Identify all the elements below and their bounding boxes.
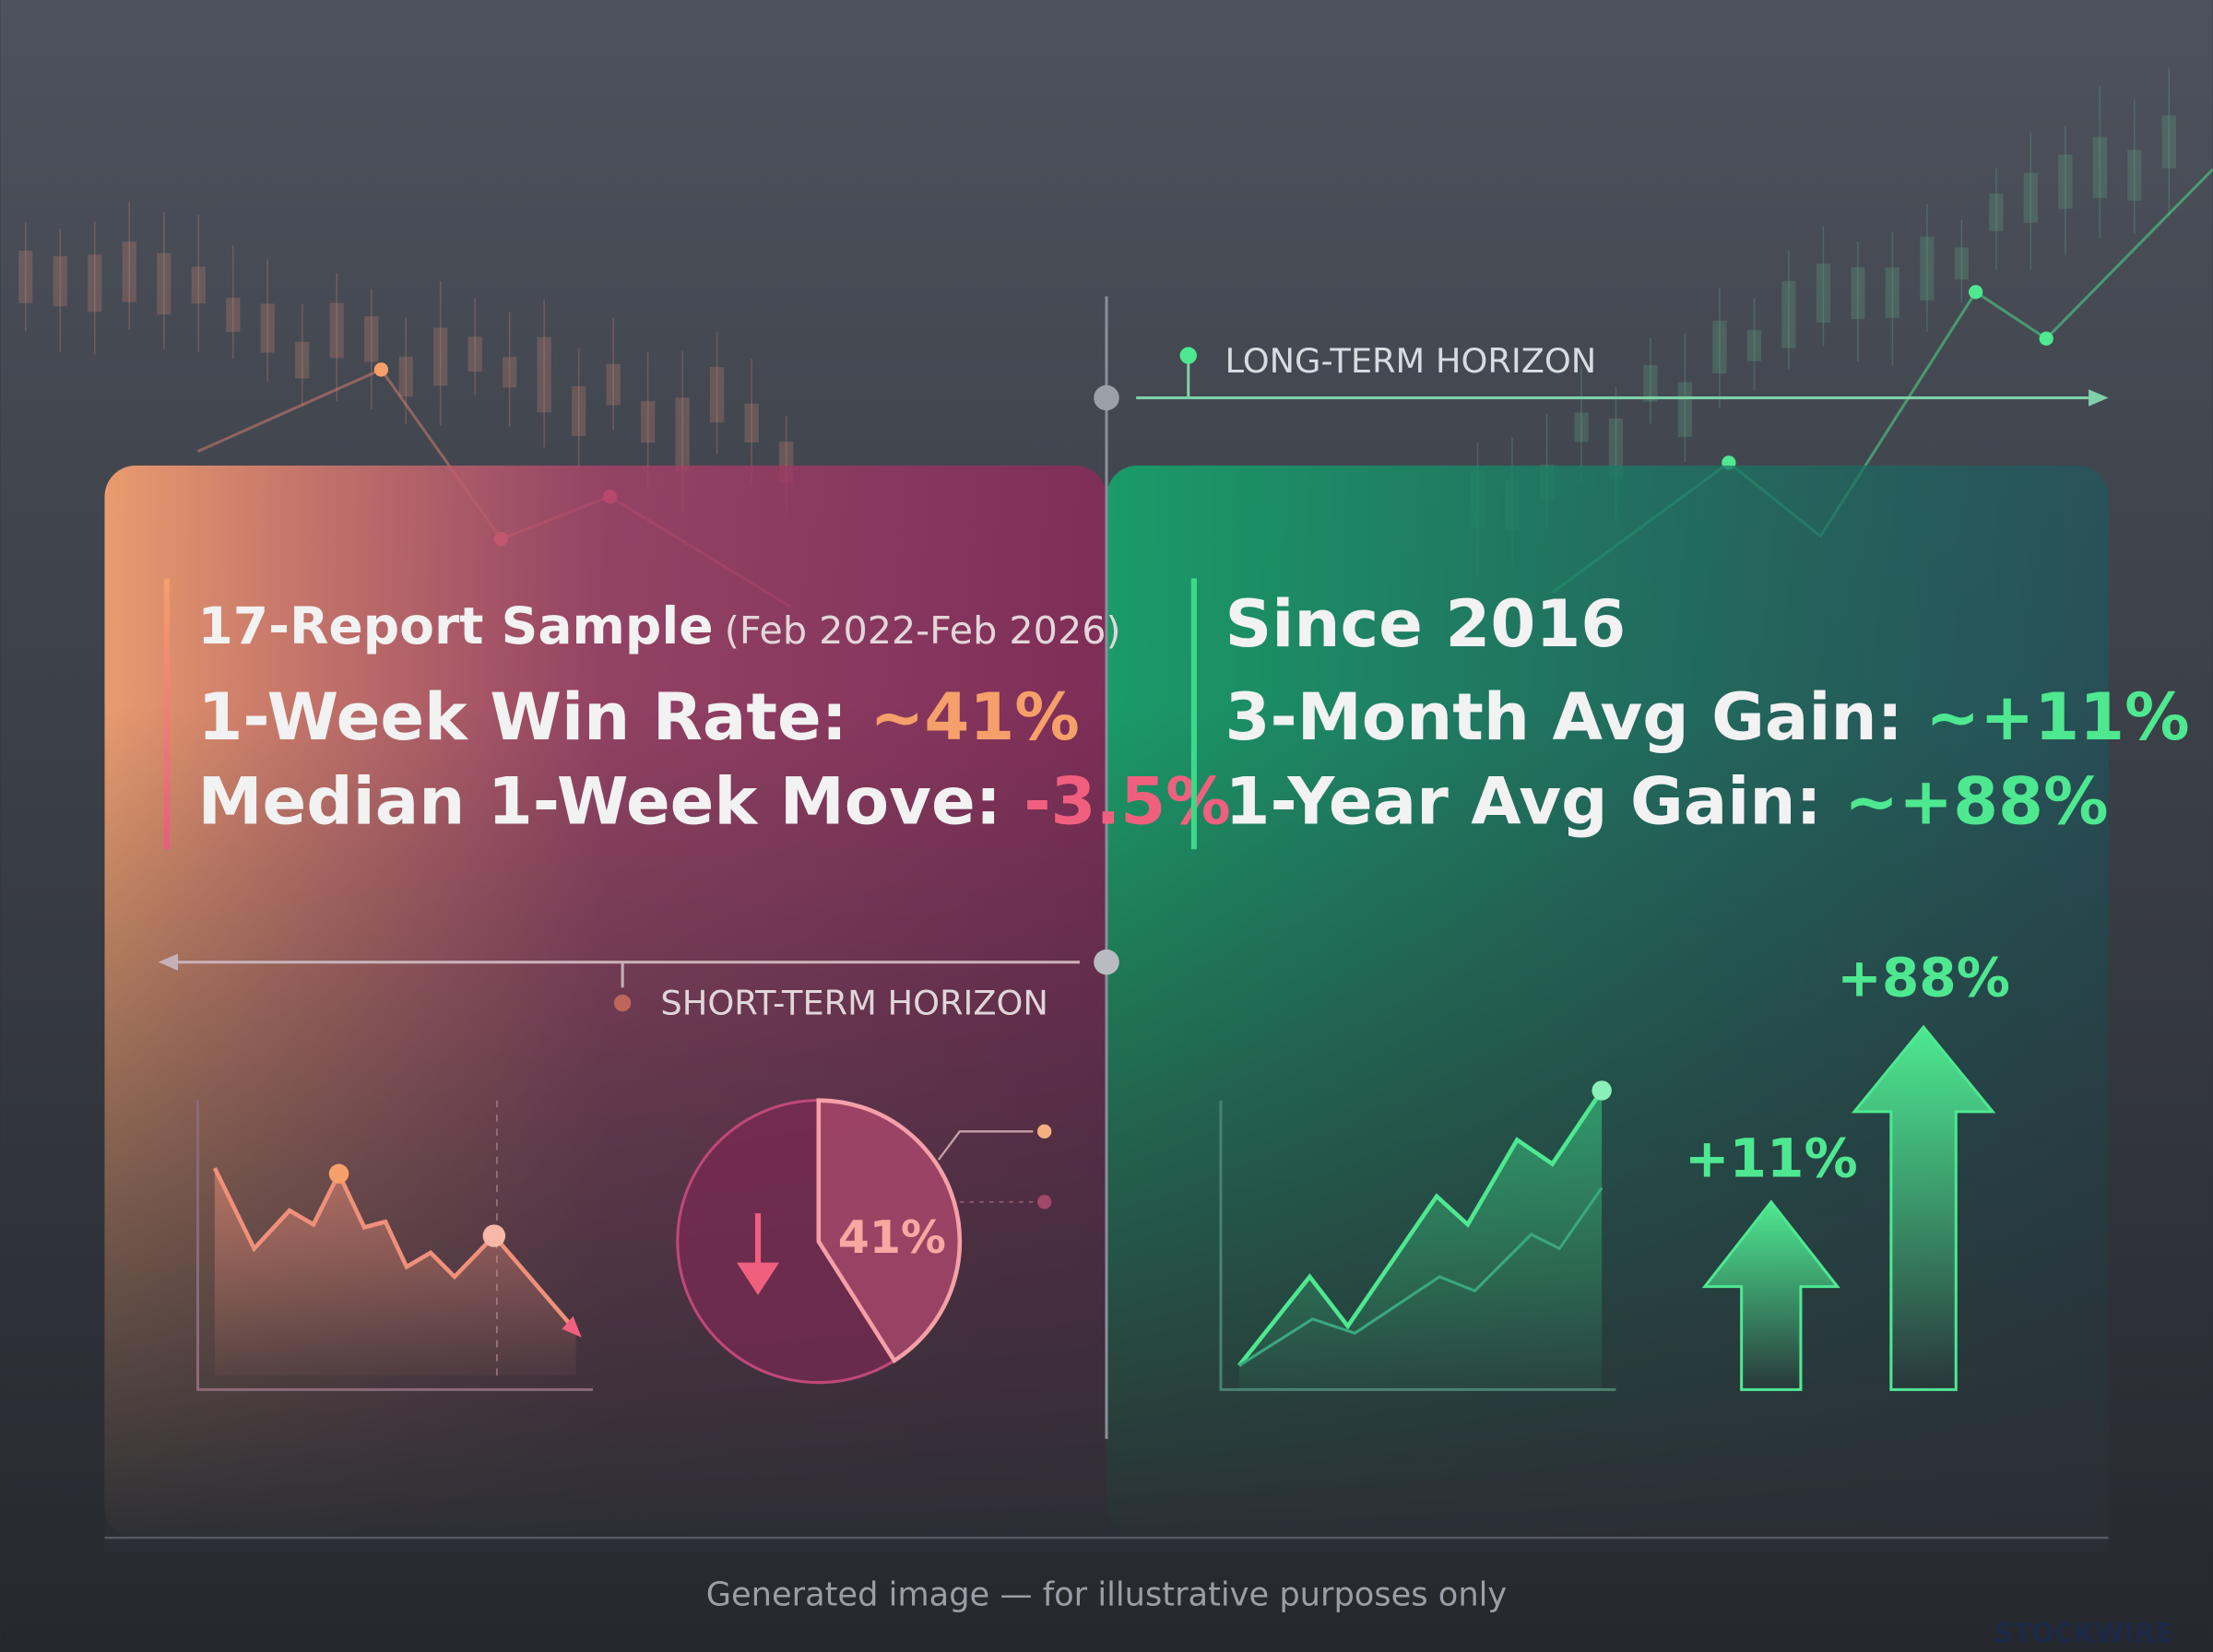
value: -3.5% <box>1024 764 1230 840</box>
candle-body <box>1643 365 1658 402</box>
candle-body <box>1851 266 1865 319</box>
candle-body <box>2058 154 2073 209</box>
candle-body <box>2023 172 2039 223</box>
candle-body <box>433 327 448 386</box>
small-arrow <box>1701 1199 1840 1391</box>
candle-body <box>364 316 379 362</box>
label: 1-Year Avg Gain: <box>1225 764 1845 840</box>
divider-dot <box>1094 384 1119 411</box>
candle-body <box>1677 382 1693 437</box>
candle-body <box>191 266 206 304</box>
candle-body <box>1746 329 1762 361</box>
point <box>1592 1080 1612 1101</box>
point <box>328 1163 349 1184</box>
marker <box>1179 347 1197 364</box>
short-term-label: SHORT-TERM HORIZON <box>660 983 1047 1022</box>
decline-chart <box>195 1100 593 1391</box>
pie-wedge <box>816 1098 963 1364</box>
candle-body <box>744 403 759 442</box>
divider-dot <box>1094 949 1119 975</box>
candle-body <box>295 341 310 379</box>
candle-body <box>1816 263 1831 323</box>
line <box>1238 1186 1604 1367</box>
candle-body <box>1712 320 1727 373</box>
period: (Feb 2022-Feb 2026) <box>725 608 1121 653</box>
value: ~+88% <box>1844 764 2108 840</box>
axes <box>195 1100 593 1391</box>
leader <box>937 1130 1034 1161</box>
line <box>212 1167 574 1328</box>
candle-body <box>467 336 482 372</box>
candle-body <box>260 303 275 353</box>
arrow-head <box>2089 389 2109 407</box>
candle-body <box>1885 267 1900 318</box>
brand: STOCKWIRE <box>1994 1617 2172 1648</box>
leader-dot <box>1037 1124 1052 1139</box>
candle-body <box>606 363 621 406</box>
candle-body <box>157 253 172 315</box>
arrow-head <box>158 953 179 971</box>
footer-note: Generated image — for illustrative purpo… <box>706 1575 1508 1613</box>
label: Median 1-Week Move: <box>197 764 1024 840</box>
three-month-gain: 3-Month Avg Gain: ~+11% <box>1225 679 2190 755</box>
win-rate: 1-Week Win Rate: ~41% <box>197 679 1079 755</box>
candle-body <box>1920 236 1935 301</box>
label: 3-Month Avg Gain: <box>1225 679 1926 755</box>
background-candles <box>18 67 2213 608</box>
candle-body <box>329 302 344 359</box>
trend-point <box>2039 331 2053 346</box>
candle-body <box>88 254 102 313</box>
small-arrow-label: +11% <box>1685 1127 1858 1189</box>
trend-point <box>1969 285 1983 300</box>
leader-dot <box>1037 1195 1052 1210</box>
candle-body <box>709 367 725 423</box>
candle-body <box>122 241 136 302</box>
right-title: Since 2016 <box>1225 586 1627 662</box>
candle-body <box>1574 412 1589 442</box>
candle-body <box>675 397 690 472</box>
candle-body <box>2127 149 2142 201</box>
accent-bar <box>1190 578 1197 850</box>
down-arrow <box>737 1213 779 1295</box>
line <box>1237 1089 1604 1367</box>
candle-body <box>2092 136 2107 198</box>
area <box>1238 1090 1603 1390</box>
pie-label: 41% <box>838 1211 946 1264</box>
candle-body <box>1608 419 1624 480</box>
big-arrow-label: +88% <box>1837 946 2010 1009</box>
accent-bar <box>163 578 170 850</box>
median-move: Median 1-Week Move: -3.5% <box>197 764 1230 840</box>
candle-body <box>18 250 33 303</box>
point <box>482 1224 506 1247</box>
candle-body <box>398 356 413 397</box>
candle-body <box>503 357 517 388</box>
big-arrow <box>1851 1024 1996 1391</box>
candle-body <box>537 336 551 413</box>
marker <box>613 994 632 1012</box>
label: 1-Week Win Rate: <box>197 679 870 755</box>
candle-body <box>1989 194 2004 231</box>
growth-chart <box>1219 1080 1616 1391</box>
candle-body <box>53 255 67 307</box>
trend-point <box>373 362 389 377</box>
long-term-label: LONG-TERM HORIZON <box>1225 341 1597 381</box>
candle-body <box>1781 280 1796 348</box>
candle-body <box>640 401 656 443</box>
win-rate-pie: 41% <box>676 1098 1052 1385</box>
title: 17-Report Sample <box>197 596 713 655</box>
candle-body <box>226 297 241 332</box>
value: ~+11% <box>1925 679 2189 755</box>
arrow-head <box>562 1316 582 1338</box>
candle-body <box>2161 115 2176 169</box>
value: ~41% <box>870 679 1079 755</box>
candle-body <box>572 385 586 436</box>
one-year-gain: 1-Year Avg Gain: ~+88% <box>1225 764 2109 840</box>
candle-body <box>1954 247 1970 280</box>
left-title: 17-Report Sample (Feb 2022-Feb 2026) <box>197 596 1120 655</box>
